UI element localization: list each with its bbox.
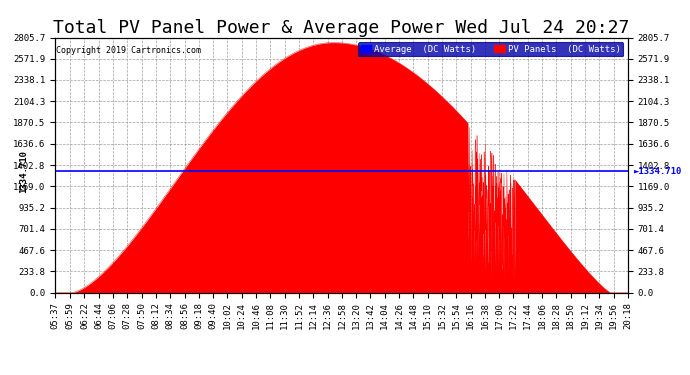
Text: ►1334.710: ►1334.710 xyxy=(633,167,682,176)
Text: Copyright 2019 Cartronics.com: Copyright 2019 Cartronics.com xyxy=(57,46,201,56)
Text: 1334.710: 1334.710 xyxy=(19,150,28,193)
Title: Total PV Panel Power & Average Power Wed Jul 24 20:27: Total PV Panel Power & Average Power Wed… xyxy=(53,20,630,38)
Legend: Average  (DC Watts), PV Panels  (DC Watts): Average (DC Watts), PV Panels (DC Watts) xyxy=(358,42,623,56)
